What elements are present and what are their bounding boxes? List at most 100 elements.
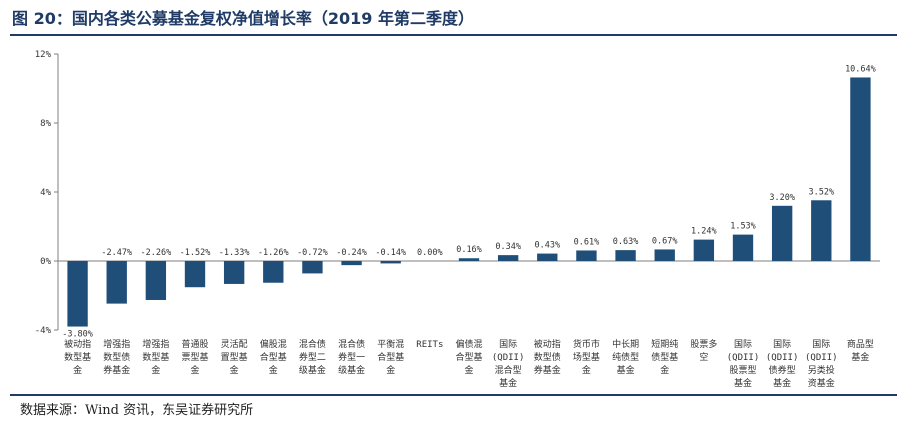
category-label: 基金 bbox=[851, 351, 869, 363]
category-label: (QDII) bbox=[766, 353, 799, 363]
bar bbox=[458, 258, 480, 261]
category-label: 级基金 bbox=[299, 364, 326, 376]
category-label: 置型基 bbox=[221, 351, 248, 363]
top-rule bbox=[10, 34, 897, 36]
category-label: 国际 bbox=[499, 339, 517, 350]
category-label: 国际 bbox=[734, 339, 752, 350]
y-tick-label: 4% bbox=[40, 188, 51, 198]
category-label: 资基金 bbox=[808, 377, 835, 389]
category-label: 国际 bbox=[812, 339, 830, 350]
category-label: 基金 bbox=[617, 364, 635, 376]
y-tick-label: 12% bbox=[35, 50, 52, 60]
value-label: 3.52% bbox=[808, 187, 834, 197]
bottom-rule bbox=[10, 394, 897, 396]
category-label: 券型二 bbox=[299, 351, 326, 363]
bar bbox=[497, 255, 519, 261]
value-label: 0.61% bbox=[574, 237, 600, 247]
y-tick-label: 8% bbox=[40, 119, 51, 129]
bar bbox=[302, 261, 323, 274]
category-label: 数型基 bbox=[64, 351, 91, 363]
value-label: -1.33% bbox=[219, 248, 250, 258]
category-label: 票型基 bbox=[181, 351, 208, 363]
value-label: -0.24% bbox=[336, 248, 367, 258]
category-label: 基金 bbox=[773, 377, 791, 389]
bar bbox=[732, 234, 754, 261]
category-label: REITs bbox=[416, 340, 443, 350]
bar bbox=[263, 261, 284, 283]
value-label: 1.53% bbox=[730, 222, 756, 232]
value-label: 0.67% bbox=[652, 236, 678, 246]
value-labels: -3.80% -2.47% -2.26% -1.52% -1.33% -1.26% -0.7… bbox=[62, 64, 876, 339]
category-label: 券基金 bbox=[534, 364, 561, 376]
bar bbox=[850, 77, 871, 262]
value-label: -0.72% bbox=[297, 248, 328, 258]
category-label: 金 bbox=[73, 364, 82, 376]
value-label: 0.43% bbox=[534, 241, 560, 251]
bar bbox=[67, 261, 88, 327]
bar bbox=[184, 261, 206, 288]
category-label: 国际 bbox=[773, 339, 791, 350]
bar bbox=[654, 249, 675, 261]
category-label: 纯债型 bbox=[612, 351, 639, 363]
category-label: 债型基 bbox=[651, 351, 678, 363]
value-label: 1.24% bbox=[691, 227, 717, 237]
bars bbox=[67, 77, 871, 327]
category-label: 券型一 bbox=[338, 351, 365, 363]
category-label: 数型债 bbox=[534, 351, 561, 363]
category-label: 金 bbox=[660, 364, 669, 376]
bar-chart: 12% 8% 4% 0% -4% -3.80% -2.47% -2.26% -1.52% -1.… bbox=[35, 50, 880, 389]
category-label: 股票型 bbox=[729, 365, 756, 376]
category-label: 金 bbox=[386, 364, 395, 376]
category-label: 金 bbox=[269, 364, 278, 376]
category-label: 级基金 bbox=[338, 364, 365, 376]
category-label: 合型基 bbox=[260, 351, 287, 363]
value-label: 0.16% bbox=[456, 245, 482, 255]
value-label: 3.20% bbox=[769, 193, 795, 203]
category-label: 偏债混 bbox=[455, 338, 482, 350]
value-label: -1.26% bbox=[258, 248, 289, 258]
category-label: 股票多 bbox=[690, 338, 717, 350]
category-label: 平衡混 bbox=[377, 338, 404, 350]
value-label: 10.64% bbox=[845, 64, 876, 74]
category-label: 债券型 bbox=[769, 364, 796, 376]
value-label: -2.47% bbox=[101, 248, 132, 258]
category-label: 金 bbox=[151, 364, 160, 376]
bar bbox=[380, 261, 401, 264]
category-label: 数型债 bbox=[103, 351, 130, 363]
category-label: 金 bbox=[230, 364, 239, 376]
category-label: 混合债 bbox=[299, 338, 326, 350]
value-label: -3.80% bbox=[62, 330, 93, 340]
category-label: 增强指 bbox=[103, 338, 130, 350]
value-label: -1.52% bbox=[180, 248, 211, 258]
figure-title: 图 20：国内各类公募基金复权净值增长率（2019 年第二季度） bbox=[12, 9, 474, 28]
category-label: 短期纯 bbox=[651, 338, 678, 350]
source-note: 数据来源：Wind 资讯，东吴证券研究所 bbox=[20, 403, 254, 418]
category-label: 普通股 bbox=[181, 338, 208, 350]
bar bbox=[341, 261, 362, 266]
category-label: 增强指 bbox=[142, 338, 169, 350]
value-label: 0.00% bbox=[417, 248, 443, 258]
category-label: 商品型 bbox=[847, 338, 874, 350]
y-tick-label: 0% bbox=[40, 257, 51, 267]
category-label: 金 bbox=[464, 364, 473, 376]
bar bbox=[576, 250, 597, 261]
category-label: 基金 bbox=[499, 377, 517, 389]
category-label: 混合债 bbox=[338, 338, 365, 350]
bar bbox=[106, 261, 127, 304]
category-label: 被动指 bbox=[534, 338, 561, 350]
category-label: 偏股混 bbox=[260, 338, 287, 350]
bar bbox=[811, 200, 832, 261]
bar bbox=[615, 250, 636, 261]
category-label: 金 bbox=[582, 364, 591, 376]
category-label: 金 bbox=[190, 364, 199, 376]
category-label: 中长期 bbox=[612, 338, 639, 350]
category-label: (QDII) bbox=[727, 353, 760, 363]
category-label: 空 bbox=[699, 351, 708, 363]
category-label: 被动指 bbox=[64, 338, 91, 350]
value-label: 0.63% bbox=[613, 237, 639, 247]
category-label: 数型基 bbox=[142, 351, 169, 363]
category-label: 混合型 bbox=[495, 364, 522, 376]
value-label: -2.26% bbox=[140, 248, 171, 258]
value-label: -0.14% bbox=[375, 248, 406, 258]
